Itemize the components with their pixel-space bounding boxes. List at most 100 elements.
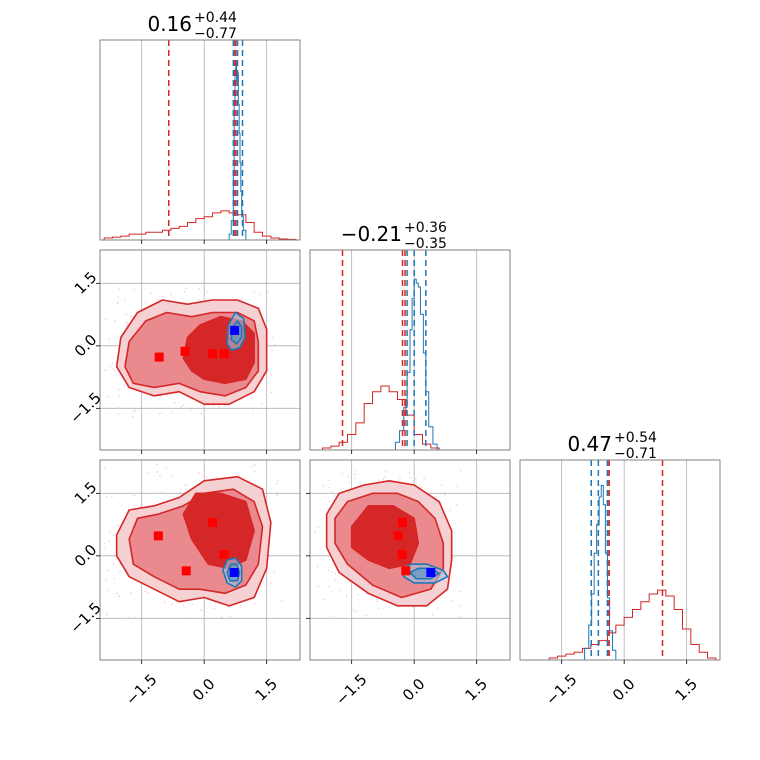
axes-frame — [99, 249, 301, 451]
red-sample-dot — [103, 548, 105, 550]
red-sample-dot — [170, 293, 172, 296]
red-sample-dot — [452, 556, 454, 559]
x-tick-label: 1.5 — [462, 675, 492, 705]
red-sample-dot — [280, 599, 283, 602]
red-sample-dot — [132, 415, 134, 418]
red-sample-dot — [129, 591, 132, 594]
red-sample-dot — [146, 471, 149, 473]
red-sample-dot — [258, 293, 261, 296]
red-sample-dot — [158, 413, 161, 415]
red-sample-dot — [111, 362, 114, 365]
red-sample-dot — [171, 603, 174, 606]
red-sample-dot — [377, 479, 380, 482]
red-sample-dot — [241, 297, 243, 300]
red-sample-dot — [144, 590, 146, 593]
red-marker-point — [208, 518, 217, 527]
red-sample-dot — [328, 479, 331, 481]
red-sample-dot — [162, 295, 165, 298]
red-sample-dot — [125, 313, 127, 316]
red-sample-dot — [134, 409, 136, 411]
red-sample-dot — [238, 474, 241, 477]
red-sample-dot — [214, 602, 216, 604]
red-sample-dot — [185, 287, 187, 290]
marginal-clip-group — [540, 460, 717, 660]
red-sample-dot — [109, 365, 112, 368]
axes-frame — [309, 459, 511, 661]
marginal-title-value: −0.21 — [341, 222, 402, 246]
red-sample-dot — [347, 475, 350, 478]
axes-frame — [519, 459, 721, 661]
red-sample-dot — [458, 616, 460, 618]
red-sample-dot — [116, 302, 119, 304]
marginal-title-plus: +0.44 — [194, 10, 237, 26]
red-sample-dot — [399, 477, 401, 479]
red-sample-dot — [229, 615, 232, 617]
red-sample-dot — [107, 395, 110, 398]
red-sample-dot — [350, 595, 353, 597]
red-sample-dot — [117, 413, 120, 415]
red-sample-dot — [270, 582, 272, 584]
marginal-clip-group — [310, 250, 440, 450]
red-sample-dot — [105, 579, 108, 582]
red-sample-dot — [172, 495, 174, 498]
red-sample-dot — [456, 485, 459, 488]
blue-histogram — [391, 278, 438, 450]
red-sample-dot — [218, 405, 221, 408]
red-sample-dot — [183, 290, 186, 293]
red-sample-dot — [440, 484, 443, 486]
red-histogram — [540, 589, 717, 660]
blue-marker-point — [426, 568, 436, 577]
red-sample-dot — [182, 404, 184, 406]
red-sample-dot — [338, 589, 341, 592]
red-sample-dot — [348, 481, 351, 483]
red-sample-dot — [271, 337, 274, 339]
red-sample-dot — [331, 590, 333, 593]
red-sample-dot — [111, 496, 113, 498]
red-sample-dot — [133, 288, 135, 291]
marginal-panel-2: −0.21 +0.36−0.35 — [309, 220, 511, 454]
red-sample-dot — [150, 292, 152, 294]
red-sample-dot — [191, 603, 193, 605]
red-marker-point — [154, 352, 164, 362]
marginal-title-minus: −0.77 — [194, 26, 237, 42]
marginal-panel-3: 0.47 +0.54−0.71 — [519, 430, 721, 664]
red-sample-dot — [123, 384, 126, 386]
red-sample-dot — [198, 287, 201, 290]
red-sample-dot — [345, 595, 348, 598]
marginal-title-plus: +0.54 — [614, 430, 657, 446]
red-sample-dot — [402, 617, 404, 619]
red-sample-dot — [331, 570, 333, 573]
red-sample-dot — [333, 578, 336, 581]
red-sample-dot — [133, 617, 135, 619]
joint-clip-group — [104, 287, 276, 418]
red-sample-dot — [108, 540, 111, 543]
red-sample-dot — [132, 411, 135, 413]
red-marker-point — [181, 566, 191, 576]
red-marker-point — [219, 349, 229, 359]
x-tick-label: −1.5 — [122, 670, 160, 708]
red-sample-dot — [273, 617, 276, 619]
red-sample-dot — [317, 585, 319, 588]
red-sample-dot — [353, 608, 355, 611]
red-sample-dot — [414, 478, 417, 480]
red-sample-dot — [254, 603, 256, 605]
red-sample-dot — [408, 472, 411, 475]
red-sample-dot — [412, 606, 414, 608]
red-marker-point — [393, 531, 403, 541]
red-sample-dot — [161, 412, 163, 414]
red-sample-dot — [254, 464, 256, 466]
red-sample-dot — [108, 338, 111, 340]
x-tick-label: 1.5 — [252, 675, 282, 705]
red-sample-dot — [461, 615, 464, 617]
red-sample-dot — [355, 610, 357, 613]
blue-marker-point — [229, 568, 239, 577]
red-sample-dot — [103, 542, 105, 545]
red-sample-dot — [270, 373, 273, 376]
axes-frame — [309, 249, 511, 451]
red-sample-dot — [118, 388, 121, 391]
y-tick-label: 0.0 — [71, 331, 101, 361]
red-sample-dot — [449, 509, 451, 511]
red-sample-dot — [156, 471, 159, 473]
red-sample-dot — [328, 500, 330, 503]
joint-panel-2 — [96, 459, 301, 664]
